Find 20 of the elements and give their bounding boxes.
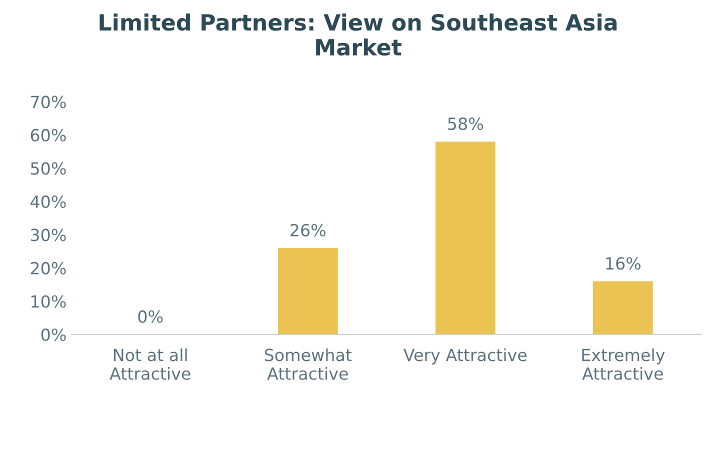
y-tick-label: 60% bbox=[30, 128, 66, 142]
bar bbox=[435, 142, 496, 334]
data-label: 26% bbox=[290, 224, 326, 236]
bar bbox=[592, 281, 653, 334]
y-tick-label: 30% bbox=[30, 228, 66, 242]
x-tick-label: Not at all Attractive bbox=[110, 348, 190, 380]
y-tick-label: 70% bbox=[31, 96, 66, 108]
y-tick-label: 40% bbox=[30, 195, 66, 208]
data-label: 58% bbox=[448, 117, 483, 130]
x-tick-label: Extremely Attractive bbox=[582, 348, 665, 380]
data-label: 16% bbox=[606, 257, 641, 270]
chart-title: Limited Partners: View on Southeast Asia Market bbox=[100, 14, 617, 56]
y-tick-label: 50% bbox=[30, 162, 66, 175]
x-tick-label: Very Attractive bbox=[403, 348, 527, 364]
x-tick-label: Somewhat Attractive bbox=[264, 348, 352, 380]
y-tick-label: 0% bbox=[41, 328, 66, 342]
bar bbox=[278, 248, 338, 334]
y-tick-label: 10% bbox=[32, 295, 66, 308]
data-label: 0% bbox=[138, 310, 163, 323]
y-tick-label: 20% bbox=[30, 262, 66, 275]
